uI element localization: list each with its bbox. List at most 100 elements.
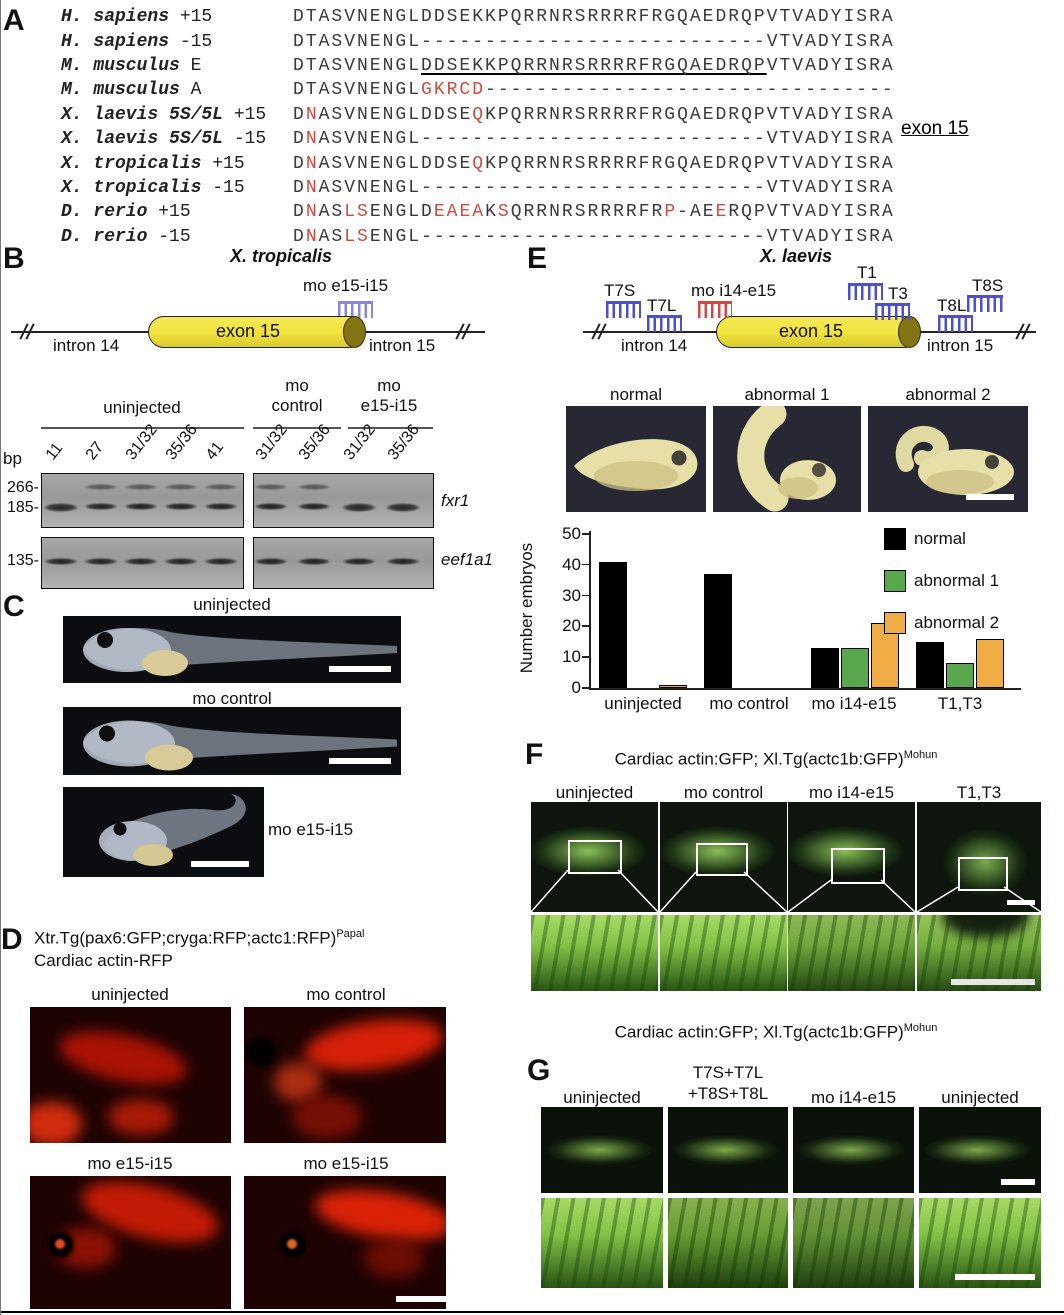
scale-bar: [955, 1274, 1035, 1280]
sequence-segment: --------------------------------: [485, 80, 895, 101]
species-label: D. rerio +15: [61, 202, 293, 222]
sequence-segment: DTASVNENGL: [293, 55, 422, 76]
embryo-illustration: [895, 425, 1014, 495]
y-tick: [582, 656, 589, 658]
y-tick-label: 20: [562, 616, 581, 636]
y-tick: [582, 594, 589, 597]
bar-abnormal-2-uninjected: [659, 684, 687, 688]
probe-T1-label: T1: [857, 263, 877, 282]
gel-fxr1-right: [253, 473, 434, 528]
sequence-segment: ---------------------------: [421, 31, 767, 52]
amino-acid-sequence: DNASLSENGLDEAEAKSQRRNRSRRRRFRP-AEERQPVTV…: [293, 202, 895, 222]
amino-acid-sequence: DTASVNENGLDDSEKKPQRRNRSRRRRFRGQAEDRQPVTV…: [293, 7, 895, 27]
zoom-connector-lines: [917, 886, 1041, 912]
sequence-segment: ENGL: [369, 226, 422, 247]
probe-T8S-icon: [967, 295, 1003, 312]
bar-normal-T1-T3: [916, 641, 944, 688]
sequence-row: D. rerio +15 DNASLSENGLDEAEAKSQRRNRSRRRRF…: [61, 200, 895, 224]
panel-d-title-superscript: Papal: [336, 928, 365, 940]
y-tick-label: 10: [562, 647, 581, 667]
eef1a1-label: eef1a1: [441, 550, 493, 569]
sequence-segment: ENGLD: [369, 202, 434, 223]
sequence-segment: D: [293, 226, 306, 247]
scale-bar: [329, 758, 391, 764]
sequence-row: H. sapiens +15 DTASVNENGLDDSEKKPQRRNRSRRR…: [61, 5, 895, 29]
species-label: X. tropicalis +15: [61, 154, 293, 174]
rfp-photo-mo-e15-i15-b: [244, 1176, 446, 1309]
bar-abnormal-2-mo-i14-e15: [871, 623, 899, 688]
lane-stage-label: 11: [42, 439, 67, 464]
sequence-row: M. musculus E DTASVNENGLDDSEKKPQRRNRSRRRR…: [61, 54, 895, 78]
gel-overline: [253, 427, 341, 429]
gel-band-eef1a1: [254, 558, 288, 565]
sequence-divergent-residues: EAEA: [433, 202, 486, 223]
mo-e15-i15-label: mo e15-i15: [303, 276, 389, 295]
scale-bar: [966, 494, 1014, 500]
sequence-segment: ASVNENGLDDSE: [318, 104, 473, 125]
x-category-label: T1,T3: [937, 694, 983, 713]
legend-label-3: abnormal 2: [914, 613, 1000, 632]
lane-stage-label: 41: [202, 438, 228, 464]
gfp-embryo-photo-3: [788, 802, 915, 912]
sequence-segment: DTASVNENGLDDSEKKPQRRNRSRRRRFRGQAEDRQPVTV…: [293, 7, 895, 28]
exon15-tag: exon 15: [901, 118, 969, 139]
intron14-label: intron 14: [621, 336, 688, 355]
probe-mo-icon: [698, 301, 732, 318]
probe-T8L-label: T8L: [937, 296, 967, 315]
gel-group-line: e15-i15: [360, 396, 418, 415]
sequence-row: M. musculus A DTASVNENGLGKRCD------------…: [61, 78, 895, 102]
probe-T7L-icon: [647, 315, 682, 332]
sequence-divergent-residues: E: [715, 202, 729, 223]
sequence-segment: AS: [318, 202, 345, 223]
gfp-dorsal-photo-1: [541, 1107, 663, 1193]
y-tick: [582, 533, 589, 535]
isoform-variant: -15: [223, 129, 267, 150]
sequence-segment: K: [485, 202, 498, 223]
gel-band-266: [297, 484, 331, 490]
intron14-label: intron 14: [53, 336, 120, 355]
gel-band-185: [124, 503, 158, 510]
gfp-embryo-glow: [531, 802, 658, 912]
panel-a-label: A: [3, 4, 25, 37]
species-name: M. musculus: [61, 55, 180, 76]
gel-fxr1-left: [41, 473, 244, 528]
species-name: X. laevis 5S/5L: [61, 104, 224, 125]
sequence-segment: VTVADYISRA: [766, 177, 895, 198]
sequence-divergent-residues: Q: [472, 104, 486, 125]
rfp-photo-mo-e15-i15-a: [30, 1176, 231, 1309]
embryo-photo-normal: [566, 406, 706, 512]
scale-bar: [396, 1296, 446, 1302]
sequence-divergent-residues: N: [305, 177, 319, 198]
sequence-segment: ASVNENGLDDSE: [318, 153, 473, 174]
x-axis: [589, 688, 1021, 690]
sequence-segment: ASVNENGL: [318, 129, 422, 150]
sequence-segment: KPQRRNRSRRRRFRGQAEDRQPVTVADYISRA: [485, 153, 895, 174]
panel-d-title-text: Xtr.Tg(pax6:GFP;cryga:RFP;actc1:RFP): [34, 928, 337, 948]
sequence-segment: ---------------------------: [421, 129, 767, 150]
probe-T7S-label: T7S: [604, 281, 636, 300]
isoform-variant: A: [179, 80, 202, 101]
sequence-divergent-residues: S: [497, 202, 511, 223]
lane-stage-label: 31/32: [340, 421, 379, 464]
gel-band-266: [84, 484, 118, 490]
panel-e-label: E: [527, 242, 548, 275]
rfp-photo-mo-control: [244, 1007, 446, 1143]
c-caption-mo-control: mo control: [192, 689, 272, 708]
gel-band-eef1a1: [297, 558, 331, 565]
amino-acid-sequence: DTASVNENGLGKRCD-------------------------…: [293, 80, 895, 100]
amino-acid-sequence: DNASVNENGLDDSEQKPQRRNRSRRRRFRGQAEDRQPVTV…: [293, 154, 895, 174]
species-name: M. musculus: [61, 80, 180, 101]
gfp-embryo-glow: [788, 802, 915, 912]
x-category-label: mo i14-e15: [811, 694, 897, 713]
species-label: X. laevis 5S/5L -15: [61, 129, 293, 149]
sequence-segment: -AE: [677, 202, 716, 223]
sequence-divergent-residues: LS: [344, 202, 370, 223]
g-column-label-line: +T8S+T8L: [687, 1084, 769, 1103]
probe-T8S-label: T8S: [972, 276, 1004, 295]
g-column-label-line: uninjected: [563, 1088, 641, 1107]
exon15-text: exon 15: [215, 321, 281, 341]
fluorescence-blob: [301, 1011, 446, 1079]
gel-group-line: mo: [377, 376, 401, 395]
d-caption-1: uninjected: [91, 985, 169, 1004]
sequence-segment: VTVADYISRA: [766, 226, 895, 247]
